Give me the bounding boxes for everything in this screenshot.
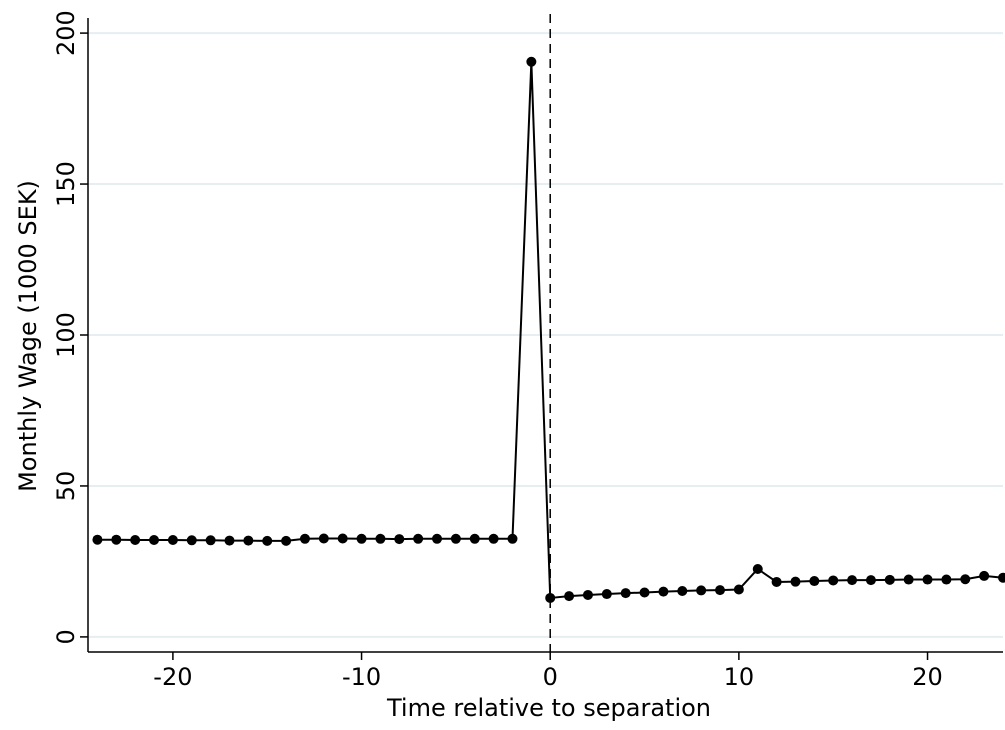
data-point	[998, 572, 1005, 583]
data-point	[413, 533, 424, 544]
data-point	[281, 535, 292, 546]
grid-lines	[88, 32, 1003, 638]
y-tick-label: 50	[52, 471, 80, 502]
data-point	[601, 589, 612, 600]
data-point	[922, 574, 933, 585]
y-axis-label: Monthly Wage (1000 SEK)	[14, 180, 42, 492]
data-point	[262, 535, 273, 546]
series-layer	[92, 56, 1005, 603]
data-point	[92, 534, 103, 545]
axes: 0 50 100 150 200 -20 -10 0 10 20	[52, 10, 1003, 691]
data-point	[469, 533, 480, 544]
data-point	[243, 535, 254, 546]
data-point	[130, 534, 141, 545]
data-point	[847, 575, 858, 586]
x-tick-label: 20	[912, 663, 943, 691]
data-point	[979, 570, 990, 581]
data-point	[582, 589, 593, 600]
data-point	[375, 533, 386, 544]
x-tick-label: 10	[724, 663, 755, 691]
data-point	[205, 535, 216, 546]
data-point	[186, 535, 197, 546]
data-point	[450, 533, 461, 544]
y-tick-label: 200	[52, 10, 80, 56]
y-tick-label: 150	[52, 161, 80, 207]
data-point	[809, 576, 820, 587]
data-point	[620, 588, 631, 599]
data-point	[733, 584, 744, 595]
data-point	[318, 533, 329, 544]
x-axis-label: Time relative to separation	[386, 694, 711, 722]
data-point	[790, 576, 801, 587]
data-point	[337, 533, 348, 544]
data-point	[941, 574, 952, 585]
data-point	[752, 563, 763, 574]
data-point	[960, 574, 971, 585]
data-point	[658, 586, 669, 597]
data-point	[639, 587, 650, 598]
data-point	[865, 575, 876, 586]
data-point	[432, 533, 443, 544]
data-point	[224, 535, 235, 546]
y-tick-label: 0	[52, 629, 80, 644]
data-point	[715, 585, 726, 596]
data-point	[564, 591, 575, 602]
x-tick-label: -20	[153, 663, 192, 691]
data-point	[526, 56, 537, 67]
data-point	[771, 576, 782, 587]
data-point	[507, 533, 518, 544]
x-tick-label: -10	[342, 663, 381, 691]
x-tick-label: 0	[543, 663, 558, 691]
data-point	[884, 574, 895, 585]
data-point	[545, 592, 556, 603]
data-point	[696, 585, 707, 596]
data-point	[111, 534, 122, 545]
data-point	[677, 586, 688, 597]
data-point	[167, 534, 178, 545]
data-point	[828, 575, 839, 586]
data-point	[356, 533, 367, 544]
data-point	[149, 534, 160, 545]
data-point	[394, 534, 405, 545]
data-point	[488, 533, 499, 544]
data-point	[903, 574, 914, 585]
data-point	[299, 533, 310, 544]
y-tick-label: 100	[52, 312, 80, 358]
